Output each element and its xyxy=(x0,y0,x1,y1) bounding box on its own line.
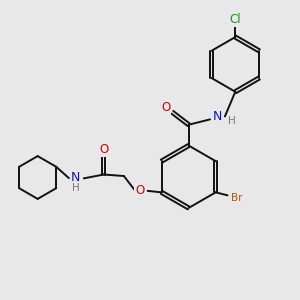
Text: H: H xyxy=(228,116,235,127)
Text: O: O xyxy=(161,101,170,114)
Text: Cl: Cl xyxy=(230,13,241,26)
Text: N: N xyxy=(213,110,222,123)
Text: N: N xyxy=(71,171,80,184)
Text: Br: Br xyxy=(231,193,243,203)
Text: O: O xyxy=(135,184,144,197)
Text: O: O xyxy=(100,143,109,156)
Text: H: H xyxy=(72,183,80,193)
